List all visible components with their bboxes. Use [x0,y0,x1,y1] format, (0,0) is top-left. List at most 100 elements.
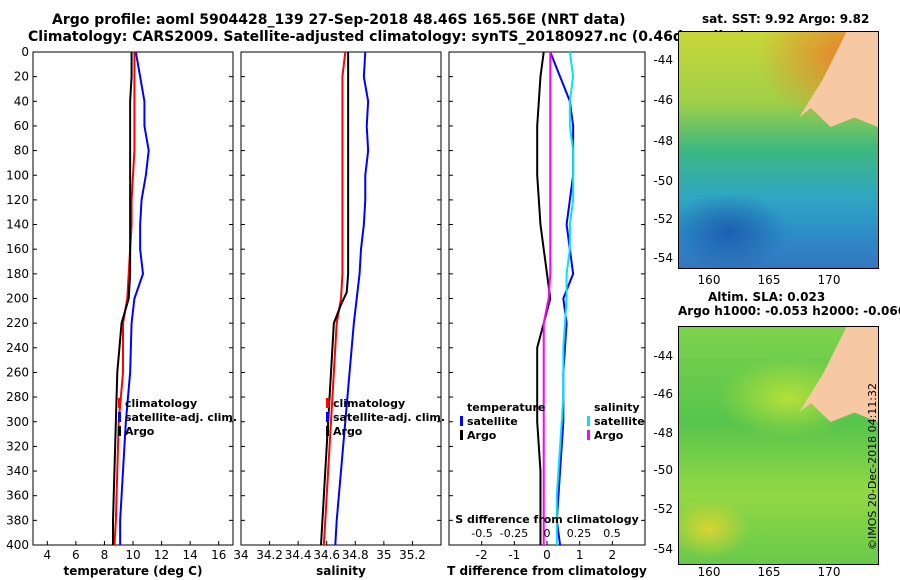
y-tick-label: 260 [6,365,29,379]
y-tick-label: 40 [14,94,29,108]
legend-marker [326,412,329,422]
x-tick-label: 34.2 [256,548,283,562]
x-axis-label: temperature (deg C) [64,564,203,578]
series-line-satellite-adj-clim- [119,51,150,545]
legend-marker [118,412,121,422]
x-tick-label: 2 [609,548,617,562]
legend-label: Argo [125,425,155,438]
sla-map-subtitle: Argo h1000: -0.053 h2000: -0.066 [678,304,900,318]
map-lat-label: -48 [653,426,673,440]
legend-marker [118,426,121,436]
y-tick-label: 120 [6,193,29,207]
credit-text: ©IMOS 20-Dec-2018 04:11:32 [866,383,879,550]
new-zealand-landmass [799,32,878,127]
x-tick-label: 16 [211,548,226,562]
legend-marker [460,416,463,426]
x2-tick-label: -0.5 [471,527,492,540]
map-lon-label: 170 [818,565,841,579]
y-tick-label: 100 [6,168,29,182]
legend-label: climatology [333,397,405,410]
y-tick-label: 200 [6,292,29,306]
legend-label: satellite [594,415,645,428]
legend-marker [326,398,329,408]
y-tick-label: 60 [14,119,29,133]
legend-label: climatology [125,397,197,410]
sla-map [678,326,879,565]
legend-title: temperature [467,401,545,414]
map-lat-label: -50 [653,174,673,188]
map-lat-label: -48 [653,134,673,148]
series-line-salinity-argo [542,52,552,545]
series-line-argo [320,52,350,546]
x-tick-label: -1 [508,548,520,562]
x-axis-label: T difference from climatology [447,564,647,578]
x-tick-label: 14 [183,548,198,562]
x-tick-label: 35.2 [399,548,426,562]
map-lon-label: 160 [698,565,721,579]
map-lat-label: -50 [653,463,673,477]
legend-label: Argo [333,425,363,438]
x2-tick-label: 0.25 [567,527,592,540]
y-tick-label: 140 [6,218,29,232]
map-lon-label: 165 [758,565,781,579]
y-tick-label: 160 [6,242,29,256]
y-tick-label: 280 [6,390,29,404]
legend-label: Argo [594,429,624,442]
x-tick-label: 34.4 [285,548,312,562]
legend-label: satellite-adj. clim. [333,411,445,424]
map-lat-label: -52 [653,502,673,516]
x-tick-label: 34.8 [342,548,369,562]
y-tick-label: 380 [6,513,29,527]
map-lat-label: -54 [653,542,673,556]
y-tick-label: 20 [14,70,29,84]
y-tick-label: 400 [6,538,29,552]
map-lat-label: -52 [653,212,673,226]
series-line-argo [112,52,133,545]
y-tick-label: 300 [6,415,29,429]
legend-title: salinity [594,401,640,414]
legend-label: Argo [467,429,497,442]
x2-tick-label: 0 [544,527,551,540]
x-tick-label: 0 [543,548,551,562]
series-line-salinity-satellite [555,51,575,545]
map-lon-label: 160 [698,273,721,287]
map-lat-label: -46 [653,387,673,401]
y-tick-label: 360 [6,489,29,503]
x-tick-label: 4 [43,548,51,562]
x-tick-label: -2 [476,548,488,562]
x-tick-label: 8 [101,548,109,562]
x-tick-label: 6 [72,548,80,562]
y-tick-label: 0 [21,45,29,59]
sst-map [678,31,879,269]
plot-frame [32,51,234,546]
x-axis-label: salinity [316,564,366,578]
legend-label: satellite-adj. clim. [125,411,237,424]
sst-map-title: sat. SST: 9.92 Argo: 9.82 [702,12,870,26]
y-tick-label: 320 [6,439,29,453]
legend-marker [587,416,590,426]
map-lat-label: -54 [653,251,673,265]
map-lat-label: -44 [653,349,673,363]
x-tick-label: 35 [376,548,391,562]
x-tick-label: 12 [154,548,169,562]
y-tick-label: 80 [14,144,29,158]
sla-map-title: Altim. SLA: 0.023 [708,290,826,304]
x-tick-label: 34 [233,548,248,562]
legend-marker [118,398,121,408]
x-tick-label: 10 [125,548,140,562]
legend-marker [326,426,329,436]
legend-marker [460,430,463,440]
chart-title-line2: Climatology: CARS2009. Satellite-adjuste… [28,29,746,45]
map-lat-label: -44 [653,53,673,67]
series-line-climatology [322,51,347,546]
y-tick-label: 340 [6,464,29,478]
y-tick-label: 240 [6,341,29,355]
legend-label: satellite [467,415,518,428]
y-tick-label: 220 [6,316,29,330]
series-line-satellite-adj-clim- [334,51,370,546]
legend-marker [587,430,590,440]
map-lon-label: 170 [818,273,841,287]
y-tick-label: 180 [6,267,29,281]
x2-tick-label: -0.25 [500,527,528,540]
